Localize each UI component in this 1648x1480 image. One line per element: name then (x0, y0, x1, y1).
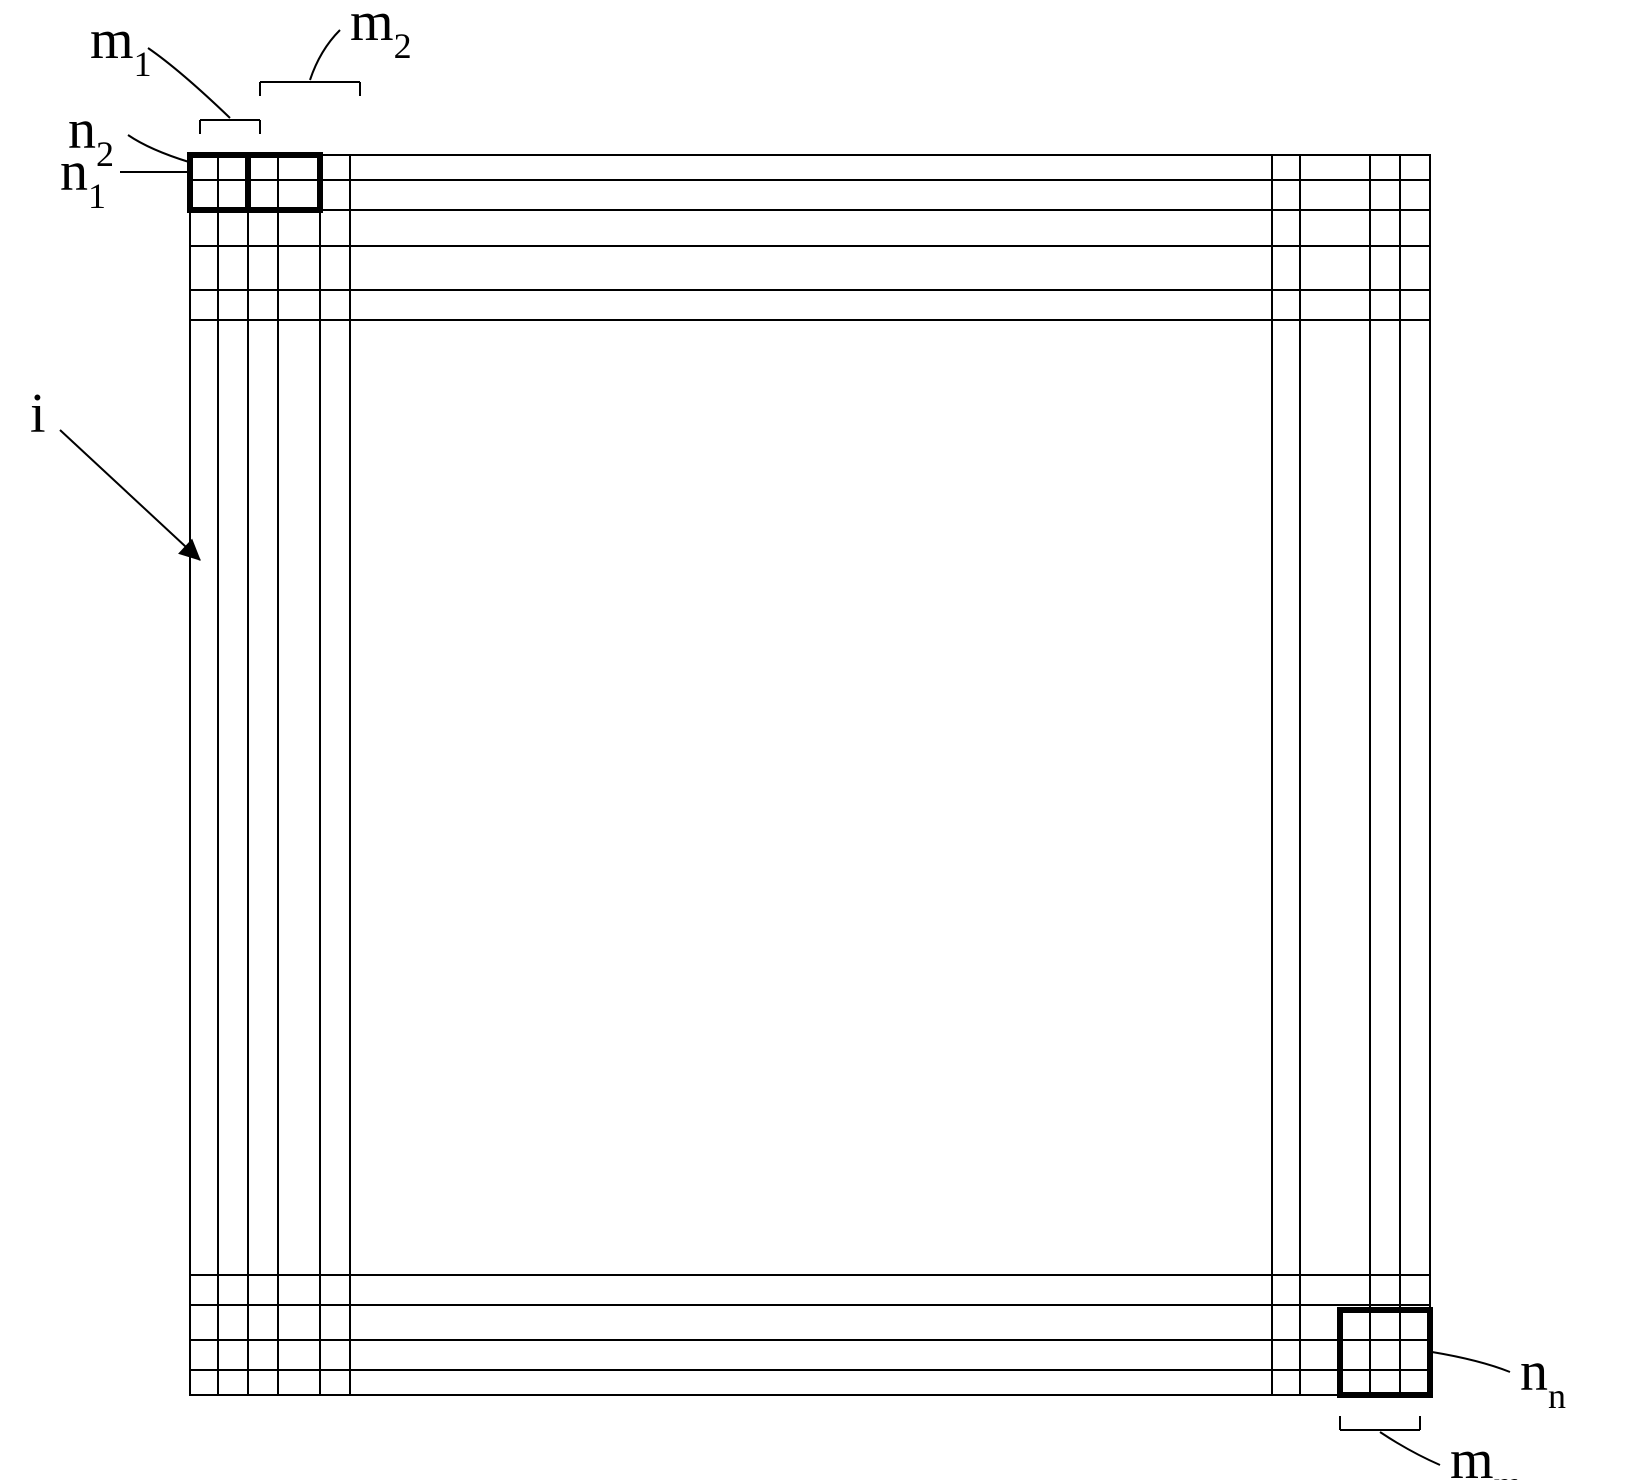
label-mm: mm (1450, 1429, 1522, 1480)
label-n2-sub: 2 (96, 134, 114, 174)
leader-m1 (148, 48, 230, 118)
label-i: i (30, 383, 46, 445)
leader-m2 (310, 30, 340, 80)
bracket-m1 (200, 120, 260, 134)
leader-nn (1432, 1352, 1510, 1372)
label-m1-sub: 1 (134, 44, 152, 84)
arrow-i-shaft (60, 430, 200, 560)
leader-mm (1380, 1432, 1440, 1465)
bracket-mm (1340, 1416, 1420, 1430)
thick-box-n2 (248, 155, 320, 210)
outer-square (190, 155, 1430, 1395)
label-m2-sub: 2 (394, 26, 412, 66)
label-nn: nn (1520, 1341, 1566, 1416)
label-nn-sub: n (1548, 1376, 1566, 1416)
label-mm-sub: m (1494, 1464, 1522, 1480)
thick-box-nn (1340, 1310, 1430, 1395)
leader-n2 (128, 135, 189, 162)
label-n1-sub: 1 (88, 176, 106, 216)
bracket-m2 (260, 82, 360, 96)
label-m1: m1 (90, 9, 152, 84)
label-m2: m2 (350, 0, 412, 66)
diagram-svg: m1m2n1n2nnmmi (0, 0, 1648, 1480)
